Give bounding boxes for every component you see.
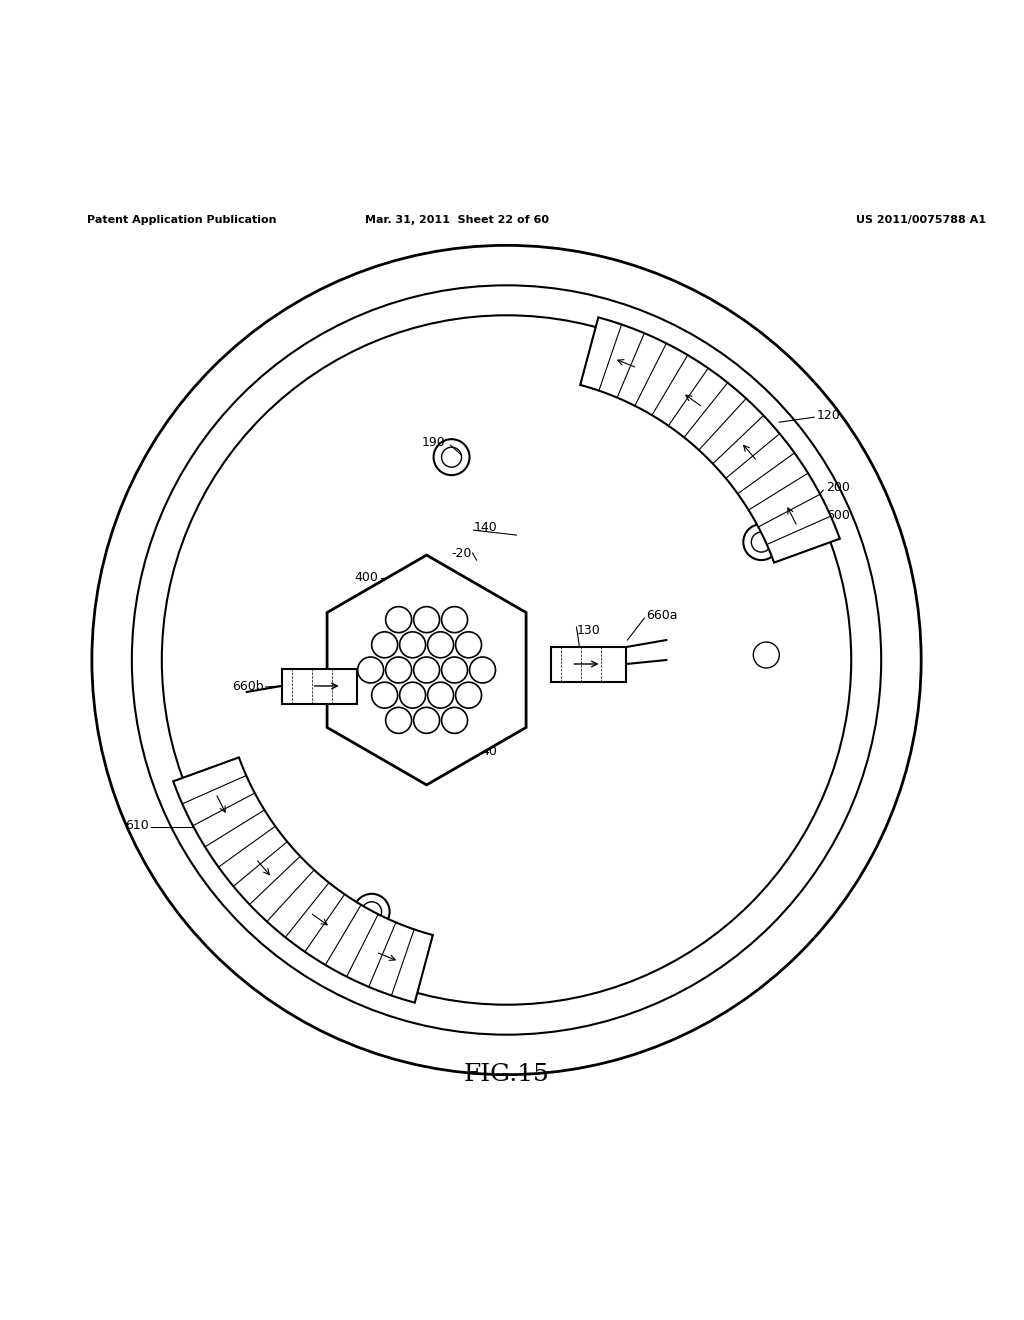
Circle shape (399, 632, 426, 657)
Circle shape (353, 894, 389, 929)
Text: Patent Application Publication: Patent Application Publication (87, 215, 276, 226)
Text: 610: 610 (125, 820, 148, 833)
Circle shape (754, 642, 779, 668)
Circle shape (399, 682, 426, 708)
Text: 140: 140 (473, 520, 498, 533)
Circle shape (215, 814, 234, 834)
Circle shape (414, 607, 439, 632)
Circle shape (428, 682, 454, 708)
Circle shape (132, 285, 882, 1035)
Text: -20: -20 (452, 546, 472, 560)
Circle shape (372, 632, 397, 657)
Polygon shape (173, 758, 433, 1003)
Polygon shape (327, 556, 526, 785)
Text: 200: 200 (826, 480, 850, 494)
Circle shape (441, 447, 462, 467)
Circle shape (361, 902, 382, 921)
Circle shape (441, 657, 468, 682)
Circle shape (386, 708, 412, 734)
Circle shape (743, 524, 779, 560)
Circle shape (372, 682, 397, 708)
Circle shape (386, 607, 412, 632)
Circle shape (470, 657, 496, 682)
Circle shape (456, 632, 481, 657)
Circle shape (207, 807, 243, 843)
Text: 130: 130 (577, 623, 600, 636)
Circle shape (414, 657, 439, 682)
Polygon shape (581, 317, 840, 562)
Text: 660a: 660a (646, 609, 678, 622)
Text: 660b: 660b (232, 681, 264, 693)
Circle shape (456, 682, 481, 708)
Bar (282, 669, 356, 704)
Bar (552, 647, 627, 682)
Text: 120: 120 (816, 409, 840, 421)
Circle shape (433, 440, 470, 475)
Circle shape (92, 246, 922, 1074)
Text: 190: 190 (422, 436, 445, 449)
Text: 410: 410 (492, 718, 515, 731)
Circle shape (428, 632, 454, 657)
Text: US 2011/0075788 A1: US 2011/0075788 A1 (856, 215, 986, 226)
Circle shape (386, 657, 412, 682)
Circle shape (441, 607, 468, 632)
Text: FIG.15: FIG.15 (464, 1063, 550, 1086)
Circle shape (441, 708, 468, 734)
Text: 40: 40 (481, 746, 498, 759)
Circle shape (162, 315, 851, 1005)
Text: Mar. 31, 2011  Sheet 22 of 60: Mar. 31, 2011 Sheet 22 of 60 (365, 215, 549, 226)
Circle shape (414, 708, 439, 734)
Circle shape (752, 532, 771, 552)
Text: 600: 600 (826, 508, 850, 521)
Circle shape (357, 657, 384, 682)
Text: 400: 400 (354, 570, 379, 583)
